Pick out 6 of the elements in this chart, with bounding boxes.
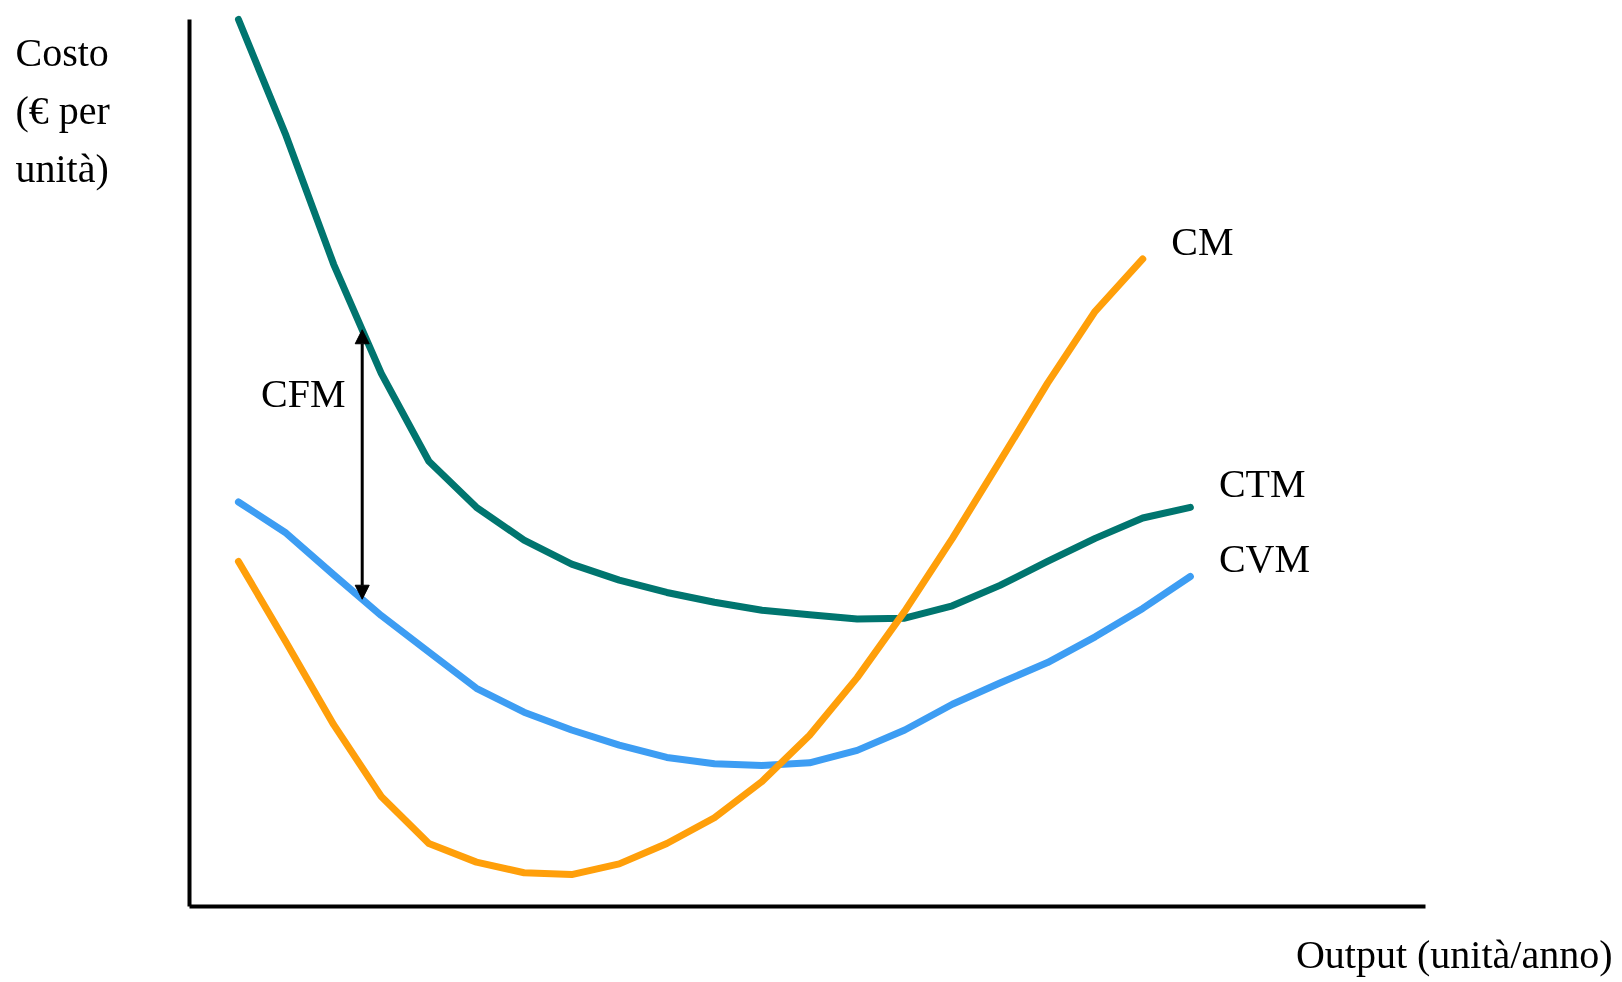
y-axis-title: Costo (€ per unità) <box>15 30 110 191</box>
series-label: CVM <box>1218 536 1311 582</box>
series-label: CM <box>1171 218 1234 264</box>
series-label: CTM <box>1218 460 1306 506</box>
x-axis-title: Output (unità/anno) <box>1295 932 1613 977</box>
annotation: CFM <box>261 371 346 417</box>
